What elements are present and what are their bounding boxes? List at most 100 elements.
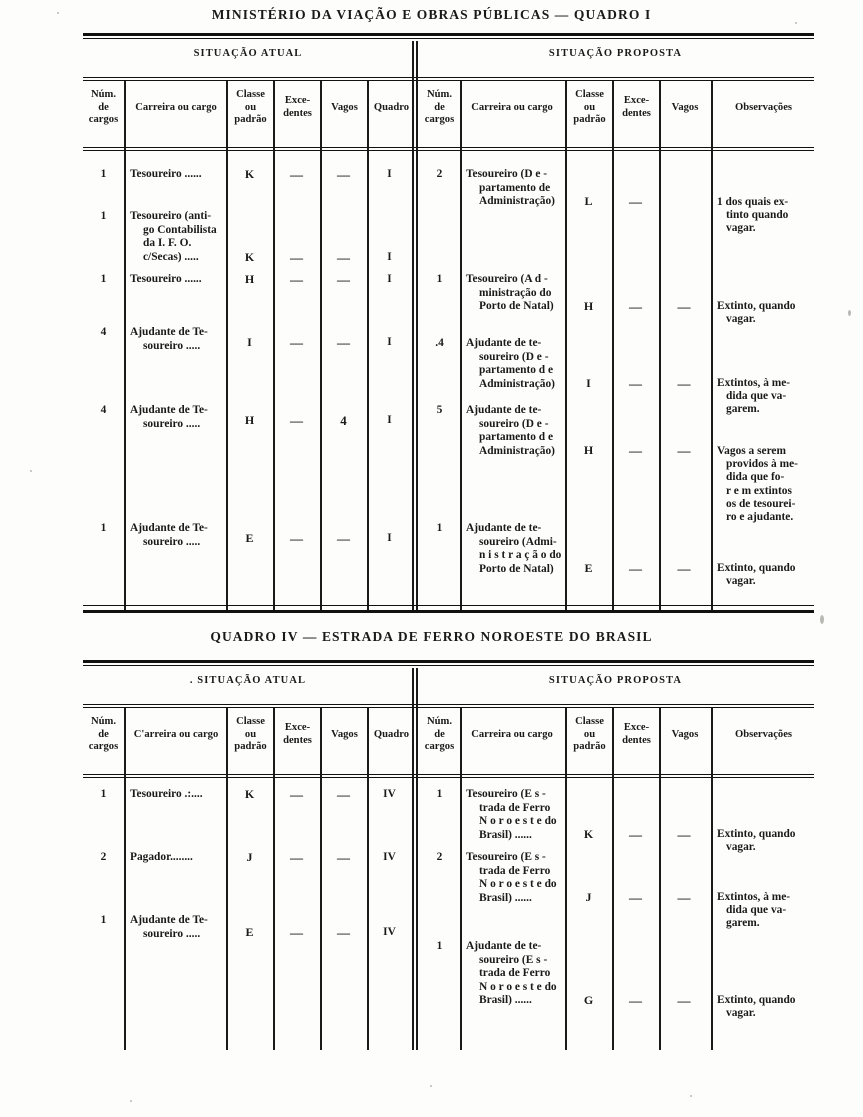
col2-rule-3	[273, 708, 275, 1050]
table1-header-rule	[83, 147, 814, 149]
table-row: 1	[100, 914, 107, 926]
table1-bottom-rule-2	[83, 605, 814, 606]
table-row: Extintos, à me- dida que va- garem.	[717, 377, 791, 416]
header-num-cargos-right-2: Núm. de cargos	[424, 716, 455, 752]
table-row: —	[629, 993, 642, 1008]
header-classe-right-2: Classe ou padrão	[573, 716, 606, 752]
table-row: Extinto, quando vagar.	[717, 828, 796, 854]
table-row: Pagador........	[130, 851, 193, 863]
scan-speck	[690, 1095, 692, 1097]
col-rule-5	[367, 81, 369, 610]
header-excedentes-left: Exce- dentes	[283, 95, 312, 119]
col-rule-9	[659, 81, 661, 610]
table-quadro-iv: . SITUAÇÃO ATUAL SITUAÇÃO PROPOSTA Núm. …	[83, 660, 814, 1052]
band-label-situacao-proposta: SITUAÇÃO PROPOSTA	[548, 48, 683, 59]
header-excedentes-left-2: Exce- dentes	[283, 722, 312, 746]
col2-rule-5	[367, 708, 369, 1050]
table1-band-rule	[83, 77, 814, 79]
table-row: H	[244, 413, 255, 427]
table2-top-rule	[83, 660, 814, 663]
col-rule-8	[612, 81, 614, 610]
band-label-situacao-atual: SITUAÇÃO ATUAL	[193, 48, 303, 59]
header-vagos-left-2: Vagos	[331, 729, 358, 740]
table-row: Ajudante de Te- soureiro .....	[130, 326, 208, 352]
table-row: I	[387, 251, 392, 263]
table-row: —	[629, 443, 642, 458]
table-row: J	[246, 850, 253, 864]
table-row: I	[387, 414, 392, 426]
table2-header-rule-2	[83, 777, 814, 778]
scan-speck	[30, 470, 32, 472]
col2-rule-2	[226, 708, 228, 1050]
header-quadro-left: Quadro	[373, 102, 410, 113]
table-row: I	[387, 273, 392, 285]
table-row: H	[244, 272, 255, 286]
table-row: —	[290, 413, 303, 428]
header-classe-right: Classe ou padrão	[573, 89, 606, 125]
header-excedentes-right: Exce- dentes	[622, 95, 651, 119]
table-row: —	[677, 561, 691, 576]
col-rule-7	[565, 81, 567, 610]
table1-title: MINISTÉRIO DA VIAÇÃO E OBRAS PÚBLICAS — …	[211, 7, 652, 22]
table-row: —	[290, 167, 303, 182]
table-row: —	[290, 531, 303, 546]
table-row: 1	[100, 788, 107, 800]
header-observacoes-2: Observações	[734, 729, 793, 740]
table-row: 1	[436, 788, 443, 800]
table-row: —	[677, 299, 691, 314]
table-row: I	[247, 335, 252, 349]
table-row: —	[677, 443, 691, 458]
table-row: —	[337, 335, 350, 350]
table-row: E	[245, 531, 254, 545]
table-row: —	[629, 827, 642, 842]
header-observacoes: Observações	[734, 102, 793, 113]
col-rule-6	[460, 81, 462, 610]
table-row: —	[677, 827, 691, 842]
table-row: IV	[383, 926, 396, 938]
col2-rule-9	[659, 708, 661, 1050]
header-quadro-left-2: Quadro	[373, 729, 410, 740]
col2-rule-4	[320, 708, 322, 1050]
table-row: L	[584, 194, 593, 208]
col-rule-center-a	[412, 41, 414, 610]
table1-header-rule-2	[83, 150, 814, 151]
table-row: —	[337, 787, 350, 802]
header-excedentes-right-2: Exce- dentes	[622, 722, 651, 746]
col2-rule-8	[612, 708, 614, 1050]
table-row: —	[337, 272, 350, 287]
table-row: —	[337, 925, 350, 940]
table-row: —	[629, 890, 642, 905]
col2-rule-1	[124, 708, 126, 1050]
table-row: —	[629, 194, 642, 209]
table-row: .4	[435, 337, 444, 349]
table-row: —	[677, 890, 691, 905]
col-rule-4	[320, 81, 322, 610]
table-row: J	[585, 890, 592, 904]
header-classe-left-2: Classe ou padrão	[234, 716, 267, 752]
table-row: K	[244, 167, 255, 181]
table2-top-rule-2	[83, 665, 814, 667]
table-row: Tesoureiro (anti- go Contabilista da I. …	[130, 210, 217, 263]
table-row: Tesoureiro (A d - ministração do Porto d…	[466, 273, 554, 313]
table-row: 1	[100, 168, 107, 180]
table-row: Extinto, quando vagar.	[717, 994, 796, 1020]
header-num-cargos-left-2: Núm. de cargos	[88, 716, 119, 752]
band-label-situacao-proposta-2: SITUAÇÃO PROPOSTA	[548, 675, 683, 686]
table-row: Ajudante de te- soureiro (D e - partamen…	[466, 404, 555, 457]
scan-speck	[430, 1085, 432, 1087]
table-row: Ajudante de Te- soureiro .....	[130, 914, 208, 940]
table-row: Ajudante de te- soureiro (E s - trada de…	[466, 940, 557, 1007]
table-row: —	[337, 167, 350, 182]
header-carreira-right: Carreira ou cargo	[471, 102, 553, 113]
band-label-situacao-atual-2: . SITUAÇÃO ATUAL	[189, 675, 307, 686]
table-row: E	[584, 561, 593, 575]
table-row: Vagos a serem providos à me- dida que fo…	[717, 445, 798, 524]
col2-rule-6	[460, 708, 462, 1050]
col2-rule-10	[711, 708, 713, 1050]
table-row: 1	[100, 210, 107, 222]
table2-band: . SITUAÇÃO ATUAL SITUAÇÃO PROPOSTA	[83, 666, 814, 702]
col-rule-10	[711, 81, 713, 610]
table-row: IV	[383, 788, 396, 800]
scan-speck	[130, 1100, 132, 1102]
